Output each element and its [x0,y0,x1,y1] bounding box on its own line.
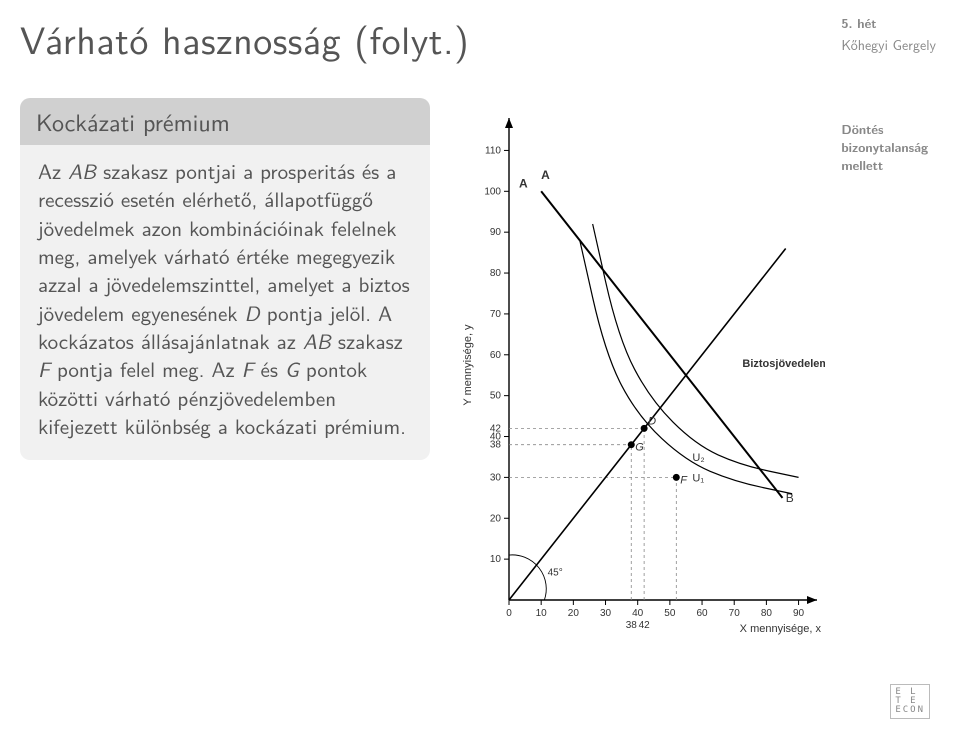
svg-text:80: 80 [490,268,502,279]
svg-text:20: 20 [568,608,580,619]
svg-text:F: F [680,474,688,486]
svg-text:38: 38 [626,620,638,631]
svg-text:42: 42 [639,620,651,631]
svg-text:U₁: U₁ [692,472,704,484]
svg-text:10: 10 [490,554,502,565]
logo-line-3: ECON [895,706,925,715]
eltecon-logo: E L T E ECON [890,684,930,719]
content-body: Az AB szakasz pontjai a prosperitás és a… [20,145,430,460]
svg-text:U₂: U₂ [692,452,704,464]
svg-text:X mennyisége, x: X mennyisége, x [740,623,822,635]
svg-text:110: 110 [485,145,501,156]
svg-text:G: G [635,442,644,454]
section-line-3: mellett [841,156,936,174]
sidebar: 5. hét Kőhegyi Gergely Döntés bizonytala… [841,14,936,173]
svg-text:0: 0 [506,608,512,619]
slide-title: Várható hasznosság (folyt.) [20,10,469,66]
svg-text:45°: 45° [548,567,563,578]
content-heading: Kockázati prémium [20,98,430,145]
svg-text:100: 100 [484,186,501,197]
svg-text:Biztosjövedelem-egyenes: Biztosjövedelem-egyenes [742,358,825,370]
svg-text:20: 20 [490,513,502,524]
svg-text:40: 40 [632,608,644,619]
svg-text:80: 80 [761,608,773,619]
content-box: Kockázati prémium Az AB szakasz pontjai … [20,98,430,460]
svg-text:50: 50 [490,391,502,402]
economics-chart: 0102030405060708090102030405060708090100… [455,100,825,640]
section-line-2: bizonytalanság [841,138,936,156]
svg-text:30: 30 [490,472,502,483]
svg-text:60: 60 [490,350,502,361]
svg-text:50: 50 [664,608,676,619]
svg-text:A: A [541,168,550,182]
week-label: 5. hét [841,14,936,32]
svg-text:42: 42 [490,423,502,434]
section-line-1: Döntés [841,120,936,138]
svg-text:90: 90 [793,608,805,619]
svg-text:A: A [519,176,528,190]
svg-text:60: 60 [696,608,708,619]
svg-text:70: 70 [490,309,502,320]
svg-text:D: D [648,415,656,427]
svg-text:Y mennyisége, y: Y mennyisége, y [462,324,474,406]
svg-text:10: 10 [536,608,548,619]
svg-text:90: 90 [490,227,502,238]
svg-text:38: 38 [490,440,502,451]
author-name: Kőhegyi Gergely [841,36,936,55]
svg-text:70: 70 [729,608,741,619]
svg-text:30: 30 [600,608,612,619]
